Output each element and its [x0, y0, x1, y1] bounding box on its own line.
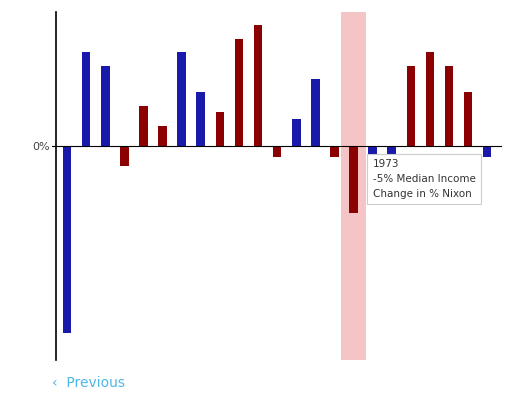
Bar — [311, 79, 320, 146]
Bar — [292, 119, 300, 146]
Text: 1973
-5% Median Income
Change in % Nixon: 1973 -5% Median Income Change in % Nixon — [372, 159, 476, 199]
Bar — [196, 92, 205, 146]
Bar — [387, 146, 396, 193]
Bar — [254, 25, 262, 146]
Bar — [444, 66, 453, 146]
Text: ‹  Previous: ‹ Previous — [52, 376, 125, 390]
Bar — [139, 106, 148, 146]
Bar — [215, 112, 224, 146]
Bar — [407, 66, 415, 146]
Bar — [177, 52, 186, 146]
Bar — [63, 146, 71, 333]
Bar — [330, 146, 339, 156]
Bar — [341, 12, 366, 360]
Bar — [101, 66, 110, 146]
Bar — [483, 146, 492, 156]
Bar — [426, 52, 434, 146]
Bar — [464, 92, 472, 146]
Bar — [235, 39, 243, 146]
Bar — [82, 52, 91, 146]
Bar — [368, 146, 377, 179]
Bar — [349, 146, 358, 213]
Bar — [120, 146, 128, 166]
Bar — [159, 126, 167, 146]
Bar — [273, 146, 281, 156]
